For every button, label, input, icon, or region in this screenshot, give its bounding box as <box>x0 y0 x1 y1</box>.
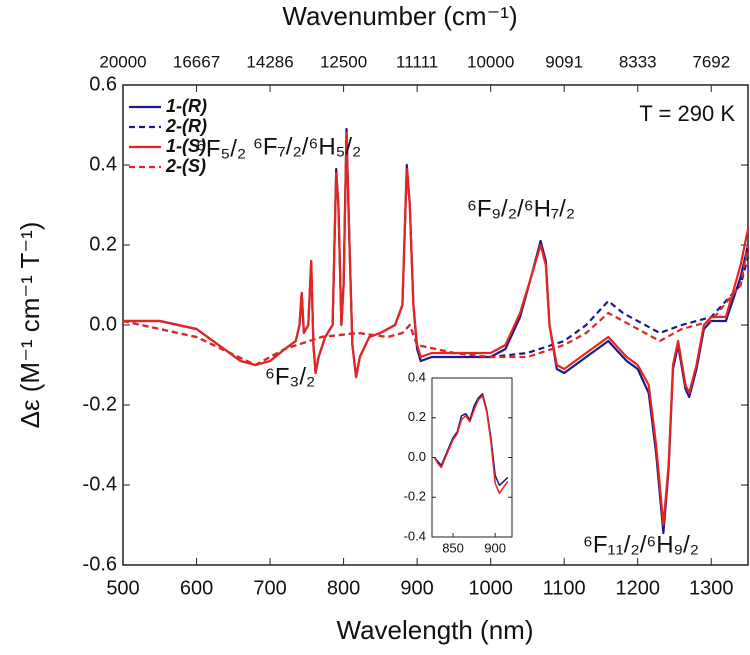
x2-tick-label: 10000 <box>467 52 514 71</box>
annotation: T = 290 K <box>639 101 735 126</box>
x2-tick-label: 16667 <box>173 52 220 71</box>
x2-tick-label: 20000 <box>99 52 146 71</box>
x-tick-label: 850 <box>442 540 464 555</box>
x2-tick-label: 8333 <box>619 52 657 71</box>
x-tick-label: 700 <box>253 577 286 599</box>
y-tick-label: 0.0 <box>89 313 117 335</box>
annotation: ⁶F₇/₂/⁶H₅/₂ <box>253 133 361 160</box>
series-line <box>123 131 750 527</box>
x-tick-label: 900 <box>400 577 433 599</box>
x-tick-label: 1200 <box>615 577 660 599</box>
y-axis-title: Δε (M⁻¹ cm⁻¹ T⁻¹) <box>15 222 45 429</box>
series-line <box>433 395 509 495</box>
y-tick-label: 0.6 <box>89 73 117 95</box>
y-tick-label: -0.6 <box>83 553 117 575</box>
x-tick-label: 1000 <box>468 577 513 599</box>
x2-tick-label: 14286 <box>246 52 293 71</box>
annotation: ⁶F₉/₂/⁶H₇/₂ <box>467 195 575 222</box>
y-tick-label: 0.2 <box>408 409 426 424</box>
legend-label: 1-(S) <box>166 136 206 156</box>
x-axis-title: Wavelength (nm) <box>337 615 534 645</box>
y-tick-label: -0.2 <box>404 489 426 504</box>
x2-tick-label: 7692 <box>692 52 730 71</box>
annotation: ⁶F₅/₂ <box>196 135 246 162</box>
legend-label: 2-(S) <box>165 156 206 176</box>
x-tick-label: 500 <box>106 577 139 599</box>
x-tick-label: 600 <box>180 577 213 599</box>
y-tick-label: 0.4 <box>89 153 117 175</box>
x-tick-label: 1100 <box>543 577 586 599</box>
x2-tick-label: 9091 <box>545 52 583 71</box>
legend-label: 2-(R) <box>165 116 207 136</box>
series-line <box>122 244 750 367</box>
y-tick-label: 0.4 <box>408 369 426 384</box>
x-tick-label: 900 <box>484 540 506 555</box>
legend-label: 1-(R) <box>166 96 207 116</box>
top-axis-title: Wavenumber (cm⁻¹) <box>282 1 517 31</box>
y-tick-label: -0.4 <box>404 528 426 543</box>
x-tick-label: 1300 <box>689 577 734 599</box>
y-tick-label: -0.4 <box>83 473 117 495</box>
x-tick-label: 800 <box>327 577 360 599</box>
x2-tick-label: 12500 <box>320 52 367 71</box>
x2-tick-label: 11111 <box>396 52 438 71</box>
y-tick-label: 0.0 <box>408 449 426 464</box>
annotation: ⁶F₃/₂ <box>265 363 315 390</box>
y-tick-label: -0.2 <box>83 393 117 415</box>
y-tick-label: 0.2 <box>89 233 117 255</box>
annotation: ⁶F₁₁/₂/⁶H₉/₂ <box>583 531 699 558</box>
